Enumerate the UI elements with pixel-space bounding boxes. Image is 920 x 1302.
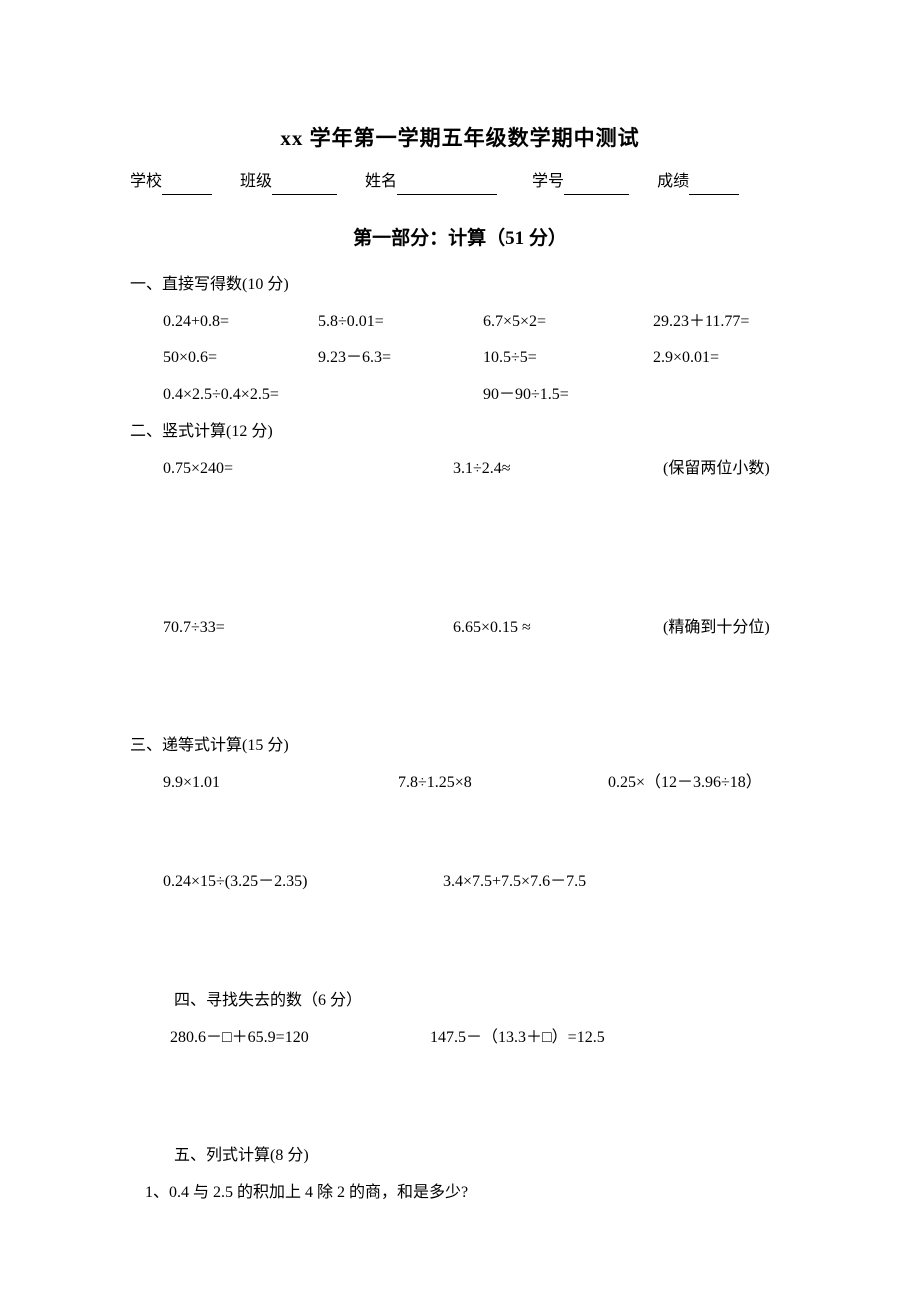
score-blank <box>689 194 739 195</box>
problem: 6.65×0.15 ≈ <box>453 614 663 643</box>
s3-row1: 9.9×1.01 7.8÷1.25×8 0.25×（12－3.96÷18） <box>130 769 790 798</box>
s2-row1: 0.75×240= 3.1÷2.4≈ (保留两位小数) <box>130 455 790 484</box>
s5-q1: 1、0.4 与 2.5 的积加上 4 除 2 的商，和是多少? <box>130 1179 790 1208</box>
s4-row1: 280.6－□＋65.9=120 147.5－（13.3＋□）=12.5 <box>130 1024 790 1053</box>
exam-title: xx 学年第一学期五年级数学期中测试 <box>130 120 790 158</box>
problem: 29.23＋11.77= <box>653 308 790 337</box>
section-1-header: 一、直接写得数(10 分) <box>130 271 790 300</box>
problem: 0.24+0.8= <box>163 308 318 337</box>
problem: 90－90÷1.5= <box>483 381 569 410</box>
problem: 7.8÷1.25×8 <box>398 769 608 798</box>
school-field: 学校 <box>130 168 212 197</box>
name-label: 姓名 <box>365 173 397 190</box>
problem: 50×0.6= <box>163 344 318 373</box>
problem: 0.24×15÷(3.25－2.35) <box>163 868 443 897</box>
problem: 70.7÷33= <box>163 614 453 643</box>
problem: 147.5－（13.3＋□）=12.5 <box>430 1024 790 1053</box>
problem-note: (保留两位小数) <box>663 455 790 484</box>
problem: 3.4×7.5+7.5×7.6－7.5 <box>443 868 790 897</box>
problem: 0.25×（12－3.96÷18） <box>608 769 790 798</box>
problem: 280.6－□＋65.9=120 <box>170 1024 430 1053</box>
s1-row1: 0.24+0.8= 5.8÷0.01= 6.7×5×2= 29.23＋11.77… <box>130 308 790 337</box>
section-3-header: 三、递等式计算(15 分) <box>130 732 790 761</box>
name-field: 姓名 <box>365 168 497 197</box>
class-field: 班级 <box>240 168 337 197</box>
score-field: 成绩 <box>657 168 739 197</box>
school-blank <box>162 194 212 195</box>
id-field: 学号 <box>532 168 629 197</box>
section-5-header: 五、列式计算(8 分) <box>130 1142 790 1171</box>
score-label: 成绩 <box>657 173 689 190</box>
id-blank <box>564 194 629 195</box>
name-blank <box>397 194 497 195</box>
problem: 5.8÷0.01= <box>318 308 483 337</box>
problem: 3.1÷2.4≈ <box>453 455 663 484</box>
s3-row2: 0.24×15÷(3.25－2.35) 3.4×7.5+7.5×7.6－7.5 <box>130 868 790 897</box>
problem: 9.9×1.01 <box>163 769 398 798</box>
problem-note: (精确到十分位) <box>663 614 790 643</box>
problem: 9.23－6.3= <box>318 344 483 373</box>
problem: 2.9×0.01= <box>653 344 790 373</box>
s1-row3: 0.4×2.5÷0.4×2.5= 90－90÷1.5= <box>130 381 790 410</box>
part-title: 第一部分：计算（51 分） <box>130 222 790 256</box>
problem: 6.7×5×2= <box>483 308 653 337</box>
class-blank <box>272 194 337 195</box>
problem: 0.4×2.5÷0.4×2.5= <box>163 381 483 410</box>
s2-row2: 70.7÷33= 6.65×0.15 ≈ (精确到十分位) <box>130 614 790 643</box>
section-4-header: 四、寻找失去的数（6 分） <box>130 987 790 1016</box>
section-2-header: 二、竖式计算(12 分) <box>130 418 790 447</box>
school-label: 学校 <box>130 173 162 190</box>
problem: 10.5÷5= <box>483 344 653 373</box>
class-label: 班级 <box>240 173 272 190</box>
problem: 0.75×240= <box>163 455 453 484</box>
student-info-line: 学校 班级 姓名 学号 成绩 <box>130 168 790 197</box>
s1-row2: 50×0.6= 9.23－6.3= 10.5÷5= 2.9×0.01= <box>130 344 790 373</box>
id-label: 学号 <box>532 173 564 190</box>
